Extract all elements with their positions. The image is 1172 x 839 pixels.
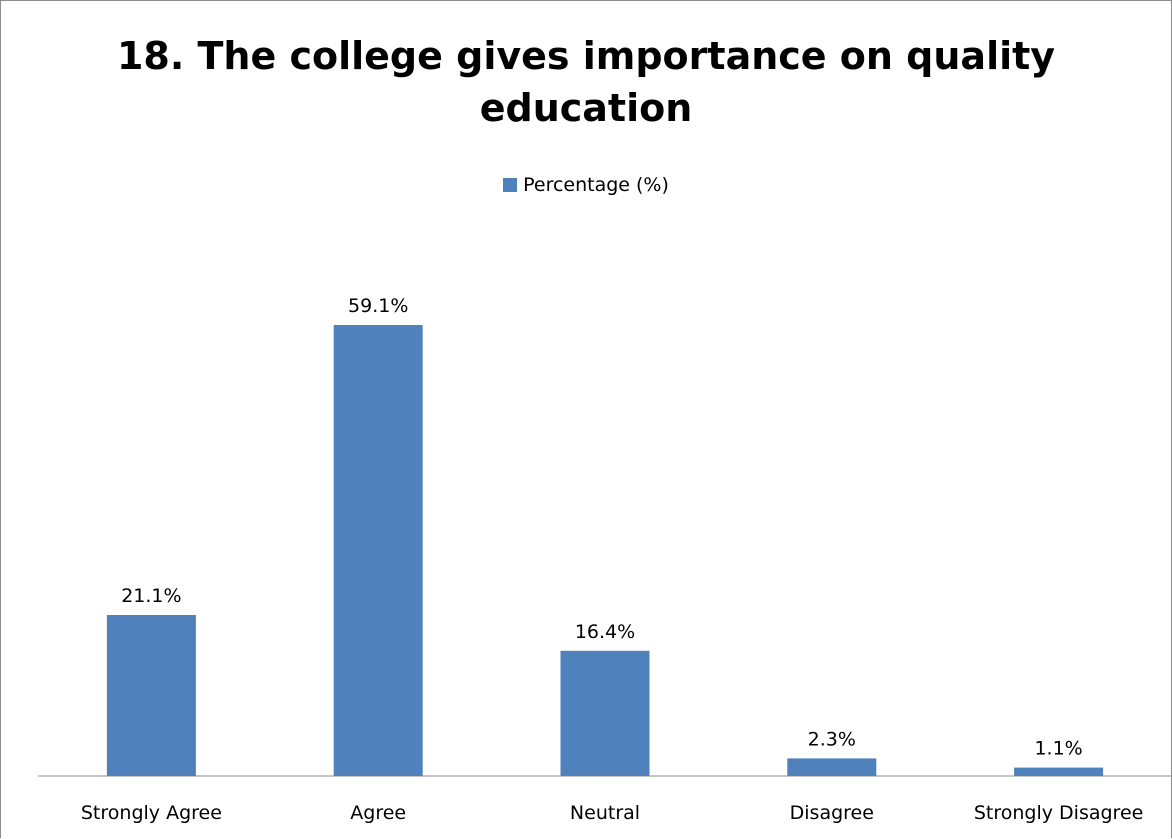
bar-strongly-disagree (1014, 767, 1104, 776)
x-tick-label-disagree: Disagree (790, 802, 874, 824)
data-label-agree: 59.1% (348, 295, 408, 317)
bar-neutral (560, 650, 650, 776)
bar-disagree (787, 758, 877, 776)
chart-title-line-1: 18. The college gives importance on qual… (116, 34, 1056, 78)
data-label-neutral: 16.4% (575, 621, 635, 643)
legend-label: Percentage (%) (523, 174, 669, 196)
x-tick-label-agree: Agree (350, 802, 406, 824)
x-tick-label-strongly-disagree: Strongly Disagree (974, 802, 1143, 824)
bar-strongly-agree (106, 615, 196, 776)
legend-swatch (503, 178, 518, 192)
bar-agree (333, 325, 423, 776)
x-tick-label-strongly-agree: Strongly Agree (81, 802, 222, 824)
chart-title: 18. The college gives importance on qual… (0, 30, 1172, 134)
legend: Percentage (%) (0, 174, 1172, 196)
data-label-disagree: 2.3% (808, 728, 856, 750)
data-label-strongly-disagree: 1.1% (1034, 738, 1082, 760)
chart-title-line-2: education (479, 86, 693, 130)
x-tick-label-neutral: Neutral (570, 802, 640, 824)
data-label-strongly-agree: 21.1% (121, 585, 181, 607)
